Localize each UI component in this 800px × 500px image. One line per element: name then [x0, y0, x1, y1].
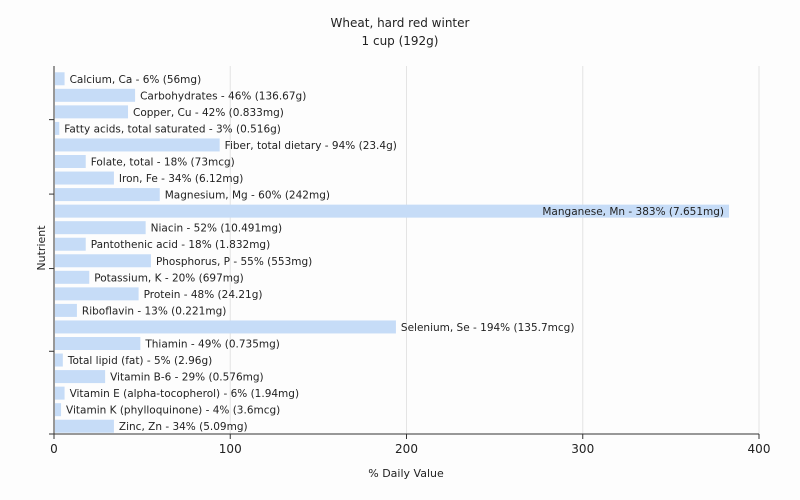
bar-label: Zinc, Zn - 34% (5.09mg): [119, 421, 248, 433]
bar: [55, 138, 220, 152]
chart-subtitle: 1 cup (192g): [362, 34, 439, 48]
bar: [55, 221, 146, 235]
bar-label: Fiber, total dietary - 94% (23.4g): [225, 140, 397, 152]
chart-title: Wheat, hard red winter: [331, 16, 470, 30]
x-tick-label: 200: [395, 442, 418, 456]
bar: [55, 88, 136, 102]
bar: [55, 270, 90, 284]
y-axis-label: Nutrient: [35, 225, 48, 271]
bar-label: Copper, Cu - 42% (0.833mg): [133, 107, 284, 119]
bar: [55, 303, 77, 317]
bar: [55, 419, 114, 433]
bar-labels: Calcium, Ca - 6% (56mg) Carbohydrates - 4…: [64, 74, 724, 433]
bar-label: Magnesium, Mg - 60% (242mg): [165, 190, 330, 202]
bar-label: Riboflavin - 13% (0.221mg): [82, 305, 226, 317]
bar: [55, 386, 65, 400]
x-tick-label: 0: [50, 442, 58, 456]
bar: [55, 353, 63, 367]
bar-label: Selenium, Se - 194% (135.7mcg): [401, 322, 575, 334]
bar-label: Thiamin - 49% (0.735mg): [144, 339, 280, 351]
x-axis-label: % Daily Value: [368, 467, 444, 480]
bar: [55, 337, 141, 350]
bar: [55, 72, 65, 86]
bar-label: Calcium, Ca - 6% (56mg): [70, 74, 202, 86]
bar: [55, 105, 129, 119]
bar: [55, 403, 62, 417]
axes: [49, 66, 760, 439]
x-tick-labels: 0 100 200 300 400: [50, 442, 770, 456]
bar: [55, 121, 60, 135]
bar-label: Manganese, Mn - 383% (7.651mg): [542, 206, 724, 218]
bar: [55, 188, 160, 202]
bar: [55, 204, 730, 218]
grid-lines: [229, 66, 760, 434]
bar-label: Niacin - 52% (10.491mg): [151, 223, 283, 235]
bar-label: Folate, total - 18% (73mcg): [91, 157, 235, 169]
bar-label: Total lipid (fat) - 5% (2.96g): [67, 355, 212, 367]
x-tick-label: 300: [571, 442, 594, 456]
bar: [55, 237, 86, 251]
bar-label: Phosphorus, P - 55% (553mg): [156, 256, 312, 268]
bars: [55, 72, 730, 433]
bar-label: Potassium, K - 20% (697mg): [94, 272, 244, 284]
x-tick-label: 400: [748, 442, 771, 456]
bar-label: Pantothenic acid - 18% (1.832mg): [91, 239, 270, 251]
bar-label: Vitamin B-6 - 29% (0.576mg): [110, 372, 264, 384]
bar: [55, 155, 86, 168]
bar: [55, 254, 151, 268]
bar-label: Iron, Fe - 34% (6.12mg): [119, 173, 243, 185]
x-tick-label: 100: [219, 442, 242, 456]
bar: [55, 287, 139, 301]
bar-label: Vitamin E (alpha-tocopherol) - 6% (1.94m…: [70, 388, 300, 400]
bar-label: Fatty acids, total saturated - 3% (0.516…: [64, 123, 281, 135]
bar: [55, 370, 106, 384]
bar-label: Carbohydrates - 46% (136.67g): [140, 90, 306, 102]
bar-label: Vitamin K (phylloquinone) - 4% (3.6mcg): [66, 405, 280, 417]
bar: [55, 320, 396, 334]
bar-label: Protein - 48% (24.21g): [144, 289, 263, 301]
bar: [55, 171, 114, 185]
